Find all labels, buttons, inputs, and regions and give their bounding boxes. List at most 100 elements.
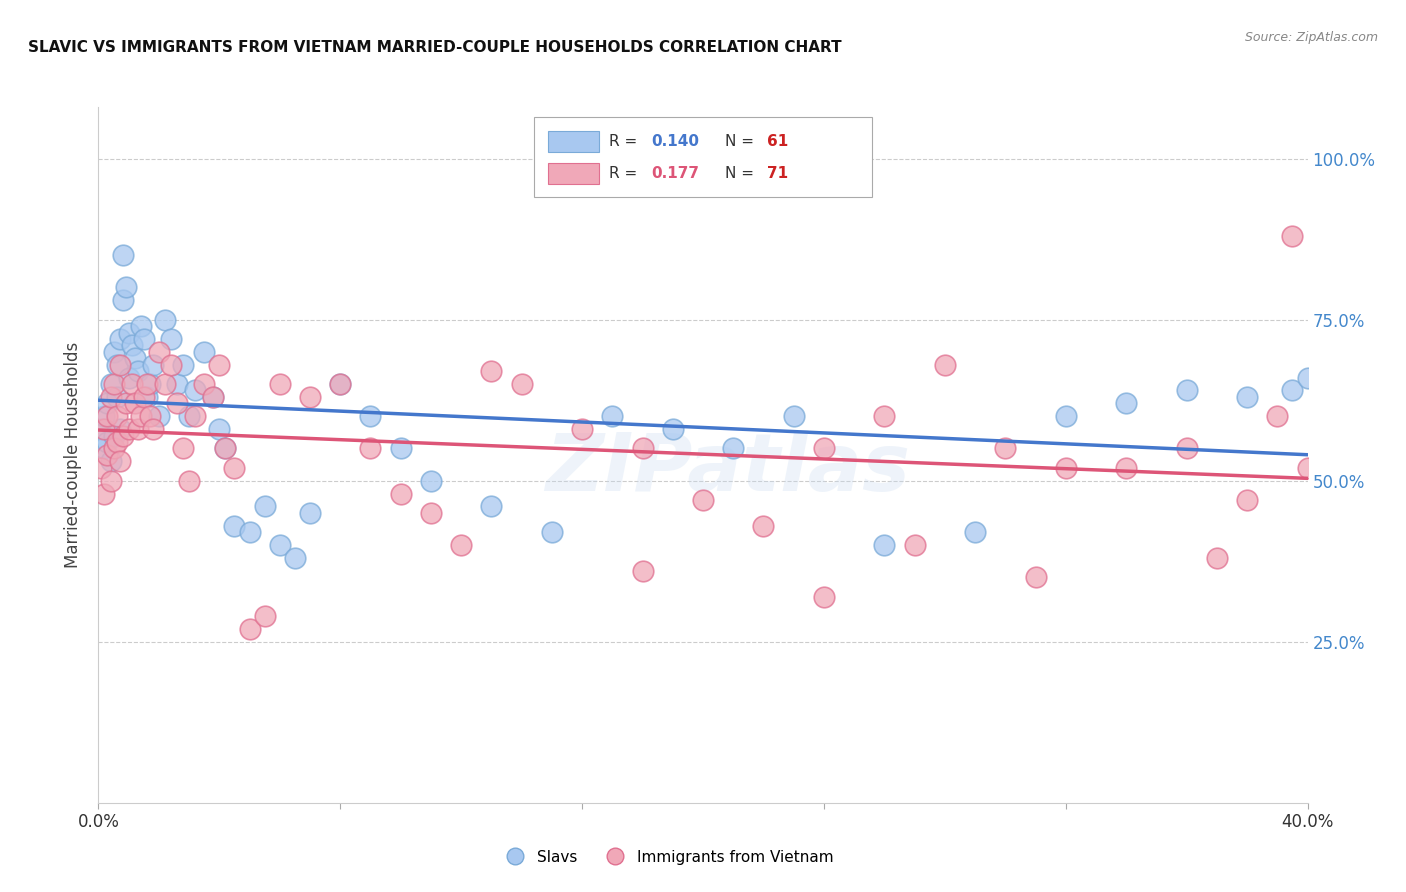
Point bbox=[1236, 493, 1258, 508]
Point bbox=[160, 332, 183, 346]
Point bbox=[105, 358, 128, 372]
Point bbox=[100, 474, 122, 488]
Point bbox=[1312, 442, 1334, 456]
Point bbox=[129, 409, 152, 424]
Point bbox=[965, 525, 987, 540]
Point bbox=[239, 622, 262, 636]
Point bbox=[510, 377, 533, 392]
Point bbox=[299, 506, 322, 520]
Point bbox=[202, 390, 225, 404]
Point bbox=[108, 422, 131, 436]
Point bbox=[114, 280, 136, 294]
Point bbox=[420, 474, 443, 488]
Point bbox=[114, 396, 136, 410]
Point bbox=[118, 370, 141, 384]
Point bbox=[118, 326, 141, 340]
Point bbox=[139, 409, 162, 424]
Point bbox=[172, 442, 194, 456]
Point bbox=[389, 486, 412, 500]
Point bbox=[111, 293, 134, 308]
Point bbox=[783, 409, 806, 424]
Point bbox=[96, 435, 118, 450]
Point bbox=[269, 377, 291, 392]
Point bbox=[202, 390, 225, 404]
Point bbox=[124, 351, 146, 366]
Point bbox=[148, 344, 170, 359]
Point bbox=[127, 422, 149, 436]
Bar bbox=[548, 162, 599, 184]
Text: N =: N = bbox=[724, 166, 759, 181]
Text: 0.140: 0.140 bbox=[651, 135, 699, 149]
Point bbox=[103, 442, 125, 456]
Bar bbox=[548, 131, 599, 153]
Point bbox=[148, 409, 170, 424]
Point bbox=[90, 460, 112, 475]
Point bbox=[934, 358, 956, 372]
Point bbox=[420, 506, 443, 520]
Point bbox=[93, 486, 115, 500]
Point bbox=[121, 338, 143, 352]
Point bbox=[299, 390, 322, 404]
Point bbox=[1327, 428, 1350, 442]
Point bbox=[103, 344, 125, 359]
Point bbox=[166, 396, 188, 410]
Point bbox=[481, 364, 503, 378]
Point bbox=[193, 377, 215, 392]
Point bbox=[132, 332, 155, 346]
Point bbox=[172, 358, 194, 372]
Point bbox=[142, 422, 165, 436]
Point bbox=[1281, 384, 1303, 398]
Point bbox=[108, 332, 131, 346]
Point bbox=[602, 409, 624, 424]
Point bbox=[208, 358, 231, 372]
Text: N =: N = bbox=[724, 135, 759, 149]
Point bbox=[631, 564, 654, 578]
Point bbox=[1357, 538, 1379, 552]
Point bbox=[129, 319, 152, 334]
Point bbox=[208, 422, 231, 436]
Point bbox=[135, 390, 157, 404]
Point bbox=[135, 377, 157, 392]
Point bbox=[1341, 493, 1364, 508]
Point bbox=[873, 538, 896, 552]
Point bbox=[139, 377, 162, 392]
Point bbox=[360, 409, 382, 424]
Point bbox=[329, 377, 352, 392]
Point bbox=[96, 409, 118, 424]
Point bbox=[813, 590, 835, 604]
Point bbox=[571, 422, 593, 436]
Point bbox=[93, 422, 115, 436]
Point bbox=[1206, 551, 1229, 566]
Text: R =: R = bbox=[609, 135, 641, 149]
Point bbox=[1175, 384, 1198, 398]
Point bbox=[124, 396, 146, 410]
Point bbox=[100, 454, 122, 468]
Text: ZIPatlas: ZIPatlas bbox=[544, 430, 910, 508]
Point bbox=[184, 409, 207, 424]
Point bbox=[904, 538, 927, 552]
Point bbox=[118, 422, 141, 436]
Point bbox=[540, 525, 562, 540]
Point bbox=[1054, 409, 1077, 424]
Point bbox=[1054, 460, 1077, 475]
Point bbox=[214, 442, 236, 456]
Point bbox=[108, 454, 131, 468]
Point bbox=[1115, 396, 1137, 410]
Point bbox=[450, 538, 472, 552]
Point bbox=[153, 377, 176, 392]
Point bbox=[1281, 228, 1303, 243]
Point bbox=[224, 460, 246, 475]
Point bbox=[1267, 409, 1289, 424]
Point bbox=[93, 442, 115, 456]
Bar bbox=[534, 118, 872, 197]
Text: 71: 71 bbox=[768, 166, 789, 181]
Point bbox=[105, 435, 128, 450]
Point bbox=[96, 396, 118, 410]
Point bbox=[96, 448, 118, 462]
Point bbox=[1296, 370, 1319, 384]
Point bbox=[1115, 460, 1137, 475]
Text: SLAVIC VS IMMIGRANTS FROM VIETNAM MARRIED-COUPLE HOUSEHOLDS CORRELATION CHART: SLAVIC VS IMMIGRANTS FROM VIETNAM MARRIE… bbox=[28, 40, 842, 55]
Point bbox=[692, 493, 714, 508]
Point bbox=[253, 500, 276, 514]
Point bbox=[1175, 442, 1198, 456]
